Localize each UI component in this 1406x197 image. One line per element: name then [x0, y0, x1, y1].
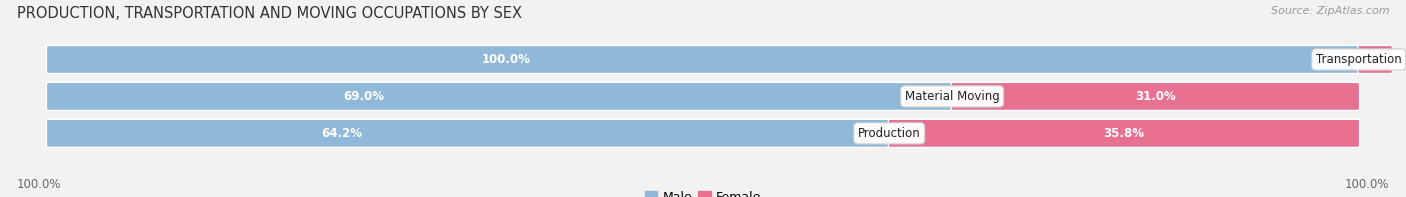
Text: 35.8%: 35.8% — [1104, 127, 1144, 140]
Text: 100.0%: 100.0% — [17, 178, 62, 191]
FancyBboxPatch shape — [1358, 46, 1392, 73]
Text: 64.2%: 64.2% — [322, 127, 363, 140]
FancyBboxPatch shape — [46, 82, 1360, 111]
Text: Production: Production — [858, 127, 921, 140]
FancyBboxPatch shape — [46, 82, 953, 111]
Text: 100.0%: 100.0% — [1344, 178, 1389, 191]
FancyBboxPatch shape — [952, 82, 1360, 111]
FancyBboxPatch shape — [889, 119, 1360, 147]
Text: Source: ZipAtlas.com: Source: ZipAtlas.com — [1271, 6, 1389, 16]
Text: Material Moving: Material Moving — [905, 90, 1000, 103]
Text: 69.0%: 69.0% — [343, 90, 384, 103]
Text: 100.0%: 100.0% — [482, 53, 530, 66]
FancyBboxPatch shape — [46, 46, 1360, 73]
Text: 31.0%: 31.0% — [1135, 90, 1175, 103]
Text: PRODUCTION, TRANSPORTATION AND MOVING OCCUPATIONS BY SEX: PRODUCTION, TRANSPORTATION AND MOVING OC… — [17, 6, 522, 21]
FancyBboxPatch shape — [46, 119, 890, 147]
Text: Transportation: Transportation — [1316, 53, 1402, 66]
Legend: Male, Female: Male, Female — [640, 186, 766, 197]
FancyBboxPatch shape — [46, 119, 1360, 147]
FancyBboxPatch shape — [46, 46, 1360, 73]
